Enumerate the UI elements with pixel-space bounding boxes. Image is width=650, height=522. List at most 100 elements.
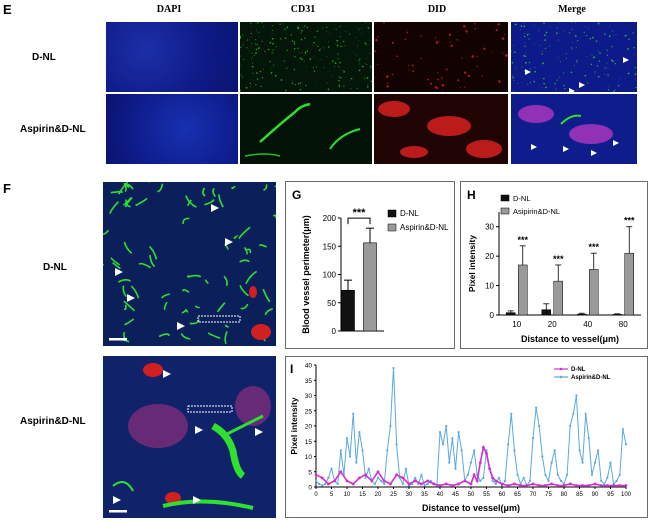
chart-h: H 0 10 20 30 Pixel intensity Distance to vess… (467, 188, 641, 344)
bar (624, 252, 634, 316)
micrograph-e-dnl-merge (511, 22, 637, 92)
arrowhead-icon (569, 88, 575, 92)
data-point (504, 479, 507, 482)
data-point (401, 482, 404, 486)
y-tick-label: 5 (308, 469, 312, 476)
arrowhead-icon (525, 69, 531, 75)
data-point (497, 476, 500, 479)
data-point (445, 424, 448, 428)
y-tick-label: 0 (332, 327, 337, 336)
legend-swatch (387, 223, 397, 232)
bar (518, 264, 528, 316)
row-label-f-aspirin: Aspirin&D-NL (20, 416, 86, 427)
arrowhead-icon (613, 140, 619, 146)
bar (612, 314, 622, 316)
data-point (358, 476, 361, 480)
column-header-dapi: DAPI (156, 4, 182, 15)
data-point (587, 484, 591, 487)
data-point (593, 461, 597, 464)
data-point (528, 479, 531, 482)
data-point (513, 482, 516, 486)
data-point (507, 443, 510, 446)
data-point (352, 412, 355, 415)
x-tick-label: 50 (468, 492, 475, 498)
data-point (401, 476, 405, 480)
merge-overlay (518, 105, 619, 156)
data-point (444, 482, 448, 486)
data-point (442, 443, 445, 446)
data-point (432, 482, 436, 486)
significance-label: *** (624, 216, 635, 226)
x-tick-label: 35 (421, 492, 428, 498)
significance-label: *** (353, 207, 367, 219)
micrograph-e-aspirin-dapi (106, 94, 238, 164)
y-tick-label: 10 (485, 282, 494, 291)
data-point (575, 484, 578, 487)
data-point (597, 449, 600, 452)
data-point (373, 482, 376, 486)
y-axis-label: Blood vessel perimeter(μm) (301, 215, 311, 334)
arrowhead-icon (591, 150, 597, 156)
legend-label: Aspirin&D-NL (571, 375, 611, 381)
data-point (510, 412, 513, 415)
column-header-merge: Merge (558, 4, 586, 15)
x-tick-label: 30 (406, 492, 413, 498)
data-point (314, 479, 318, 482)
data-point (556, 473, 559, 476)
data-point (355, 461, 358, 464)
x-tick-label: 95 (607, 492, 614, 498)
y-tick-label: 25 (305, 408, 313, 415)
y-tick-label: 15 (305, 439, 313, 446)
data-point (389, 482, 392, 486)
data-point (488, 467, 491, 471)
data-point (473, 449, 476, 452)
arrowhead-icon (563, 146, 569, 152)
data-point (587, 437, 590, 440)
x-tick-label: 80 (561, 492, 568, 498)
data-point (472, 473, 476, 477)
data-point (590, 473, 593, 476)
arrowhead-icon (255, 428, 263, 436)
legend-label: D-NL (571, 367, 586, 373)
data-point (389, 424, 392, 428)
data-point (376, 470, 380, 474)
data-point (500, 482, 504, 486)
arrowhead-icon (115, 268, 123, 276)
x-tick-label: 25 (390, 492, 397, 498)
panel-letter-e: E (3, 2, 12, 17)
arrowhead-icon (225, 238, 233, 246)
data-point (553, 449, 556, 452)
x-tick-label: 75 (545, 492, 552, 498)
bar (506, 312, 516, 316)
data-point (581, 484, 584, 487)
data-point (491, 479, 494, 482)
data-point (383, 482, 386, 486)
y-tick-label: 30 (485, 223, 494, 232)
data-point (485, 452, 488, 455)
x-tick-label: 15 (359, 492, 366, 498)
data-point (615, 479, 618, 482)
data-point (392, 366, 395, 370)
data-point (593, 482, 597, 486)
data-point (603, 482, 606, 486)
data-point (376, 476, 380, 479)
data-point (463, 479, 467, 483)
x-tick-label: 10 (344, 492, 351, 498)
arrowhead-icon (623, 57, 629, 63)
data-point (482, 445, 485, 449)
data-point (457, 482, 460, 486)
series-line (315, 367, 627, 487)
row-label-f-dnl: D-NL (43, 262, 67, 273)
data-point (336, 482, 339, 486)
data-point (327, 476, 330, 479)
data-point (606, 484, 609, 487)
x-tick-label: 90 (592, 492, 599, 498)
data-point (478, 461, 482, 464)
micrograph-f-aspirin (103, 356, 276, 518)
x-tick-label: 0 (314, 492, 318, 498)
arrowhead-icon (211, 204, 219, 212)
x-tick-label: 85 (576, 492, 583, 498)
data-point (469, 482, 473, 486)
x-tick-label: 40 (583, 320, 592, 329)
data-point (454, 467, 457, 470)
